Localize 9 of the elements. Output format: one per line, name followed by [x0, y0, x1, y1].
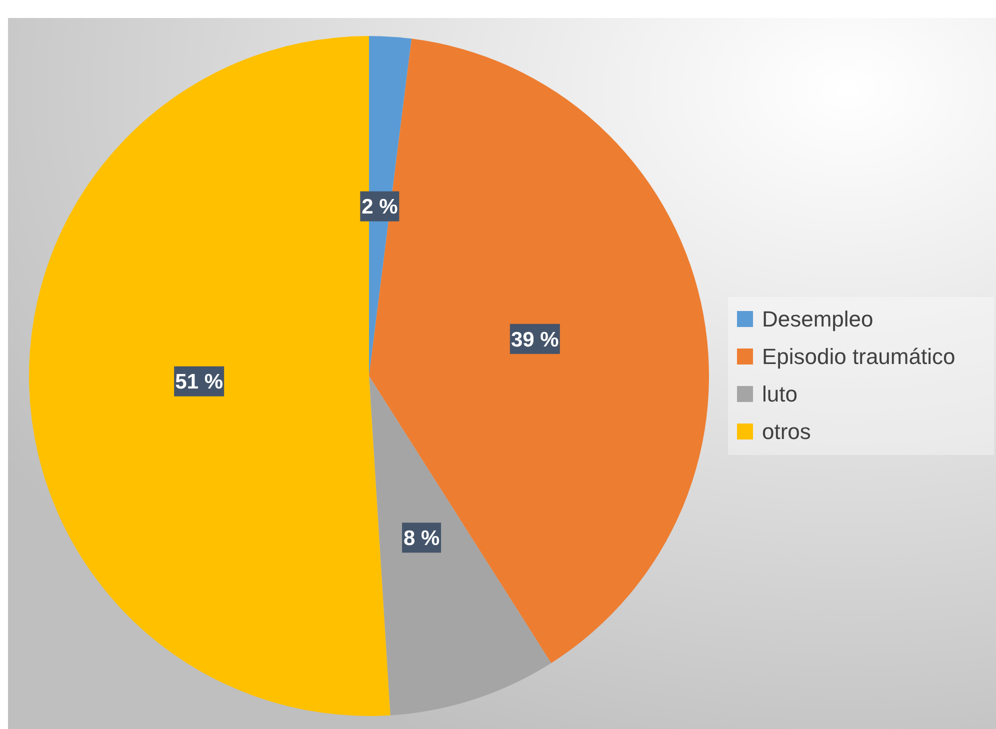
data-label: 51 % — [175, 370, 224, 394]
legend-label: Episodio traumático — [762, 344, 956, 370]
data-label: 2 % — [362, 196, 398, 219]
data-label: 39 % — [510, 328, 560, 352]
legend-label: Desempleo — [762, 306, 874, 332]
legend-label: luto — [762, 382, 798, 407]
pie-slice — [369, 376, 552, 716]
legend-label: otros — [762, 419, 811, 444]
data-label: 8 % — [403, 527, 440, 550]
